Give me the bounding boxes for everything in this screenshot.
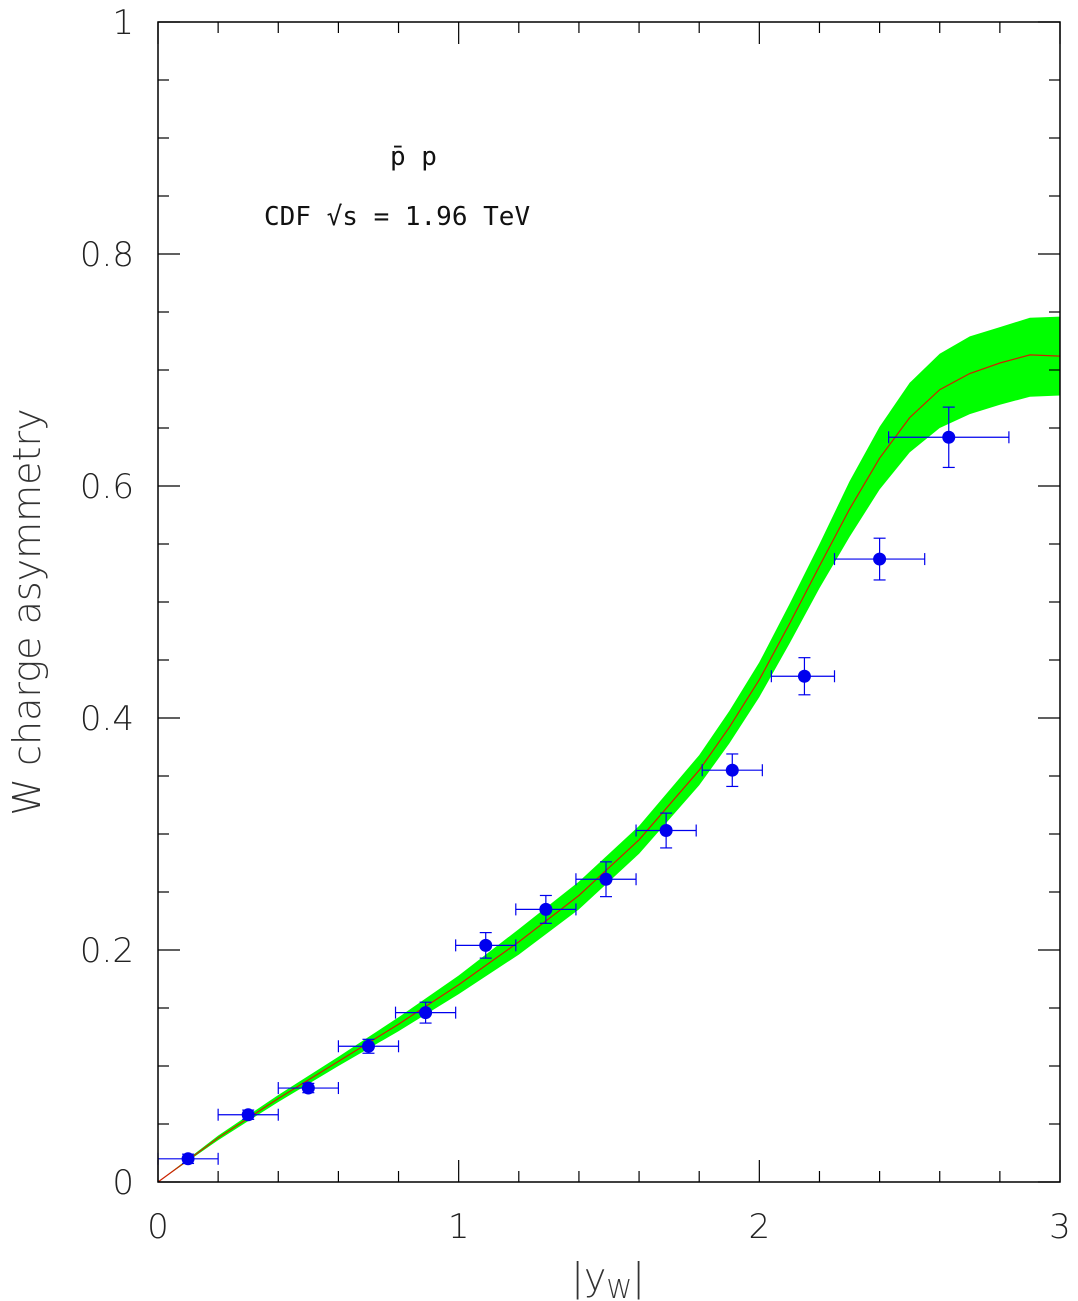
data-point-13 [888, 406, 1010, 469]
x-axis-title-close: | [632, 1255, 645, 1300]
data-marker [479, 938, 493, 952]
data-point-1 [157, 1152, 219, 1166]
y-tick-label: 0.6 [80, 467, 134, 507]
data-point-11 [770, 657, 836, 696]
data-point-3 [277, 1081, 339, 1095]
theory-band [158, 316, 1060, 1183]
x-axis-title: |yW| [571, 1255, 645, 1301]
x-axis-title-main: |y [571, 1255, 606, 1300]
data-point-9 [635, 812, 697, 849]
data-point-4 [337, 1038, 400, 1054]
data-marker [725, 763, 739, 777]
y-tick-label: 0.2 [80, 931, 134, 971]
data-point-10 [701, 753, 763, 788]
data-marker [599, 872, 613, 886]
x-tick-label: 2 [749, 1207, 771, 1247]
y-axis-title: W charge asymmetry [5, 408, 49, 815]
data-point-7 [515, 894, 577, 924]
data-point-8 [575, 861, 637, 898]
data-marker [659, 824, 673, 838]
data-point-6 [455, 931, 517, 959]
x-tick-label: 3 [1049, 1207, 1071, 1247]
data-point-5 [394, 1001, 457, 1024]
y-tick-label: 0 [112, 1163, 134, 1203]
data-marker [873, 552, 887, 566]
theory-central-line [157, 354, 1061, 1183]
data-marker [241, 1108, 255, 1122]
data-marker [797, 669, 811, 683]
y-tick-label: 0.4 [80, 699, 134, 739]
data-marker [539, 902, 553, 916]
data-point-12 [833, 537, 926, 581]
data-marker [301, 1081, 315, 1095]
theory-line-layer [157, 354, 1061, 1183]
data-marker [942, 430, 956, 444]
data-marker [181, 1152, 195, 1166]
data-point-2 [217, 1108, 279, 1122]
tick-labels-layer: 0 1 2 3 0 0.2 0.4 0.6 0.8 1 [80, 3, 1071, 1247]
plot-frame [157, 21, 1061, 1183]
ticks-layer [157, 21, 1061, 1183]
data-marker [361, 1039, 375, 1053]
data-marker [419, 1006, 433, 1020]
annotation-experiment: CDF √s = 1.96 TeV [264, 202, 530, 232]
y-tick-label: 0.8 [80, 235, 134, 275]
x-tick-label: 0 [147, 1207, 169, 1247]
annotation-process: p̄ p [390, 142, 437, 172]
theory-band-layer [158, 316, 1060, 1183]
x-axis-title-sub: W [606, 1275, 632, 1301]
x-tick-label: 1 [448, 1207, 470, 1247]
data-points-layer [157, 406, 1010, 1166]
y-tick-label: 1 [112, 3, 134, 43]
